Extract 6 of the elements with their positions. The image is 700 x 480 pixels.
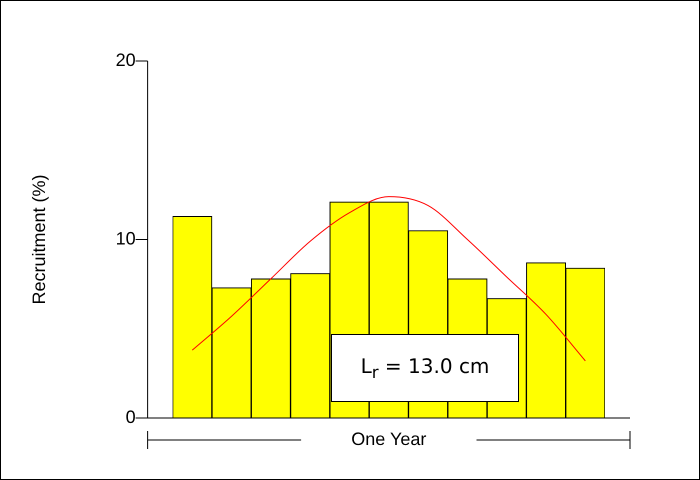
y-tick-label: 10 (116, 228, 136, 248)
y-tick-label: 20 (116, 50, 136, 70)
x-axis-title: One Year (351, 428, 426, 449)
annotation: L$_{r}$ = 13.0 cm (360, 354, 490, 382)
y-axis-title: Recruitment (%) (28, 174, 49, 305)
y-tick-label: 0 (126, 406, 136, 427)
